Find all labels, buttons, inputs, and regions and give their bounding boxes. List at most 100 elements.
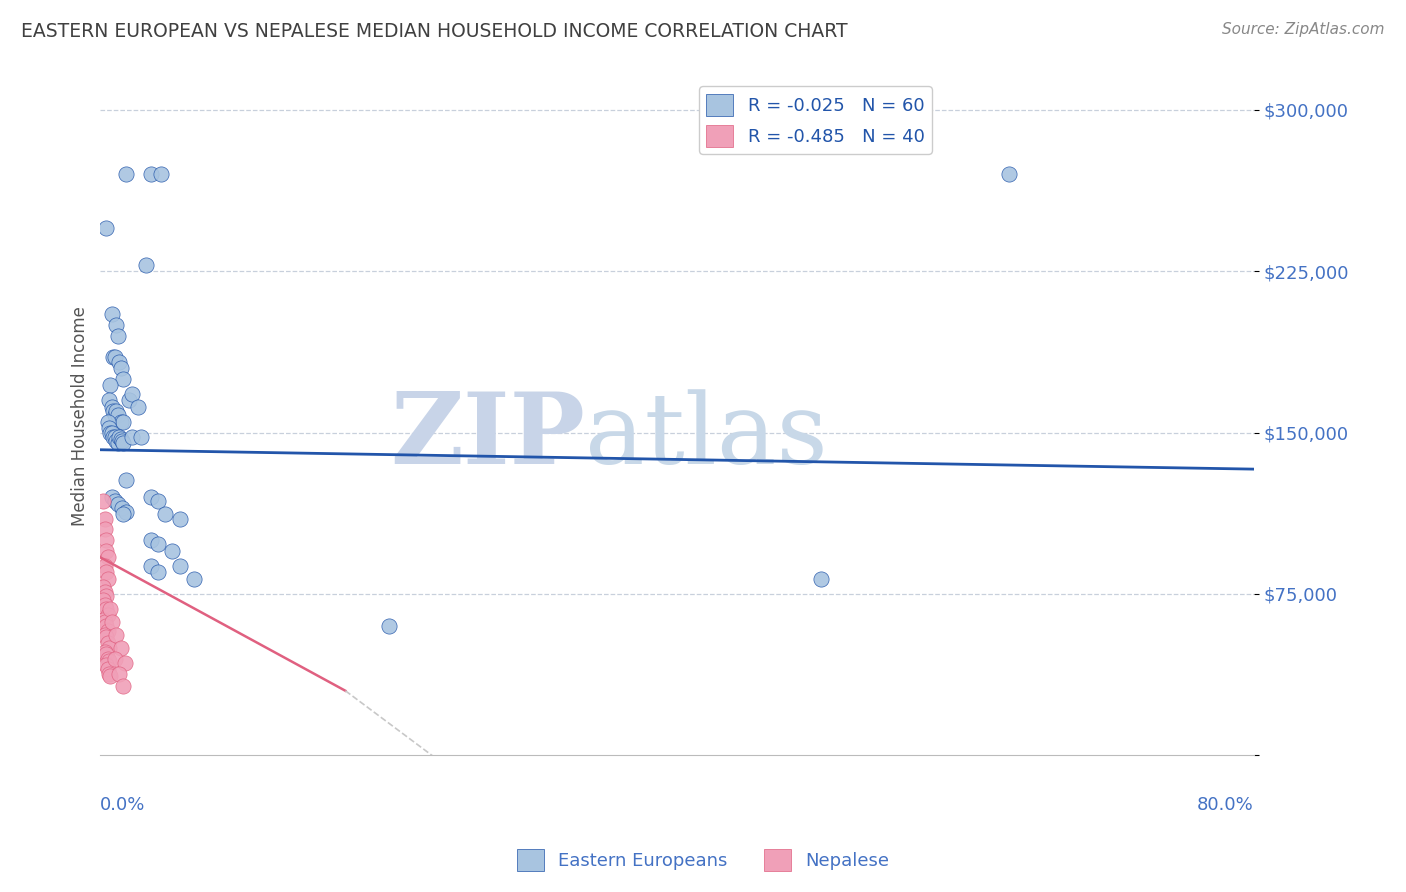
Point xyxy=(93,645,115,659)
Point xyxy=(112,436,135,450)
Point xyxy=(104,409,127,423)
Point xyxy=(107,497,129,511)
Point xyxy=(111,434,134,449)
Point xyxy=(103,430,125,444)
Point xyxy=(112,372,135,386)
Point xyxy=(115,473,138,487)
Point xyxy=(104,350,127,364)
Point xyxy=(110,361,132,376)
Point xyxy=(129,430,152,444)
Point xyxy=(183,572,205,586)
Point xyxy=(121,386,143,401)
Point xyxy=(96,624,118,638)
Point xyxy=(146,494,169,508)
Point xyxy=(94,647,117,661)
Point xyxy=(93,522,115,536)
Point xyxy=(114,656,136,670)
Point xyxy=(107,436,129,450)
Point xyxy=(139,490,162,504)
Point xyxy=(127,400,149,414)
Point xyxy=(93,584,115,599)
Point xyxy=(135,258,157,272)
Point xyxy=(107,328,129,343)
Point xyxy=(93,511,115,525)
Point xyxy=(107,409,129,423)
Point xyxy=(93,558,115,573)
Legend: R = -0.025   N = 60, R = -0.485   N = 40: R = -0.025 N = 60, R = -0.485 N = 40 xyxy=(699,87,932,154)
Point xyxy=(98,421,121,435)
Point xyxy=(96,550,118,565)
Point xyxy=(108,354,131,368)
Point xyxy=(103,404,125,418)
Text: 80.0%: 80.0% xyxy=(1197,796,1254,814)
Point xyxy=(110,415,132,429)
Point xyxy=(93,615,115,629)
Point xyxy=(110,432,132,446)
Point xyxy=(100,602,122,616)
Point xyxy=(91,494,114,508)
Point xyxy=(155,508,177,522)
Point xyxy=(98,654,121,668)
Point xyxy=(98,640,121,655)
Text: ZIP: ZIP xyxy=(389,388,585,485)
Point xyxy=(91,613,114,627)
Point xyxy=(105,434,128,449)
Point xyxy=(139,533,162,548)
Text: EASTERN EUROPEAN VS NEPALESE MEDIAN HOUSEHOLD INCOME CORRELATION CHART: EASTERN EUROPEAN VS NEPALESE MEDIAN HOUS… xyxy=(21,22,848,41)
Point xyxy=(94,619,117,633)
Point xyxy=(104,494,127,508)
Point xyxy=(146,566,169,580)
Point xyxy=(110,640,132,655)
Point xyxy=(96,608,118,623)
Point xyxy=(100,669,122,683)
Point xyxy=(108,430,131,444)
Point xyxy=(101,425,124,440)
Point xyxy=(91,593,114,607)
Text: atlas: atlas xyxy=(585,389,828,484)
Point xyxy=(96,572,118,586)
Point xyxy=(91,581,114,595)
Point xyxy=(810,572,832,586)
Point xyxy=(149,167,172,181)
Point xyxy=(121,430,143,444)
Point xyxy=(377,619,399,633)
Point xyxy=(169,511,191,525)
Point xyxy=(94,589,117,603)
Point xyxy=(94,533,117,548)
Point xyxy=(108,666,131,681)
Point xyxy=(94,221,117,235)
Point xyxy=(96,651,118,665)
Point xyxy=(118,393,141,408)
Point xyxy=(96,415,118,429)
Point xyxy=(162,544,184,558)
Point xyxy=(100,378,122,392)
Point xyxy=(112,680,135,694)
Point xyxy=(98,666,121,681)
Point xyxy=(111,500,134,515)
Point xyxy=(98,393,121,408)
Y-axis label: Median Household Income: Median Household Income xyxy=(72,307,89,526)
Point xyxy=(96,636,118,650)
Point xyxy=(105,318,128,332)
Point xyxy=(93,628,115,642)
Point xyxy=(94,544,117,558)
Point xyxy=(139,558,162,573)
Point xyxy=(169,558,191,573)
Point xyxy=(94,630,117,644)
Point xyxy=(997,167,1019,181)
Point xyxy=(112,508,135,522)
Point xyxy=(94,566,117,580)
Point xyxy=(100,425,122,440)
Point xyxy=(94,657,117,672)
Text: 0.0%: 0.0% xyxy=(100,796,146,814)
Point xyxy=(104,651,127,665)
Point xyxy=(139,167,162,181)
Point xyxy=(94,602,117,616)
Point xyxy=(115,167,138,181)
Point xyxy=(146,537,169,551)
Text: Source: ZipAtlas.com: Source: ZipAtlas.com xyxy=(1222,22,1385,37)
Point xyxy=(105,404,128,418)
Point xyxy=(104,430,127,444)
Point xyxy=(112,415,135,429)
Legend: Eastern Europeans, Nepalese: Eastern Europeans, Nepalese xyxy=(509,842,897,879)
